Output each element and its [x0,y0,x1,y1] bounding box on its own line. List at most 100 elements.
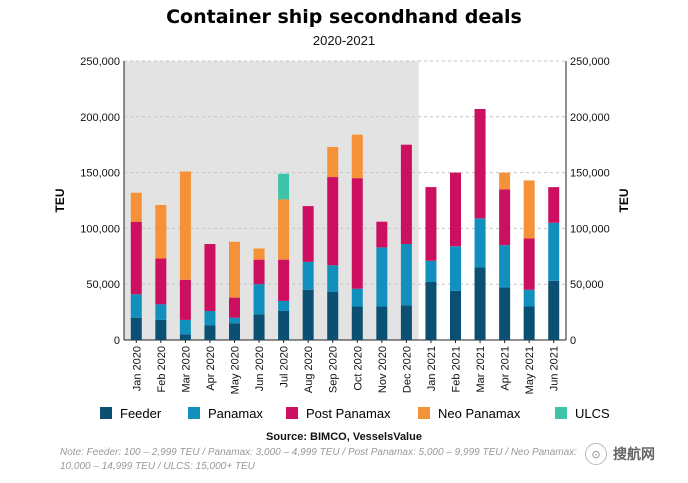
bar-segment-feeder [400,305,412,340]
y-tick-label-right: 0 [570,335,576,347]
bar-segment-feeder [450,290,461,340]
x-tick-label: Nov 2020 [377,346,389,393]
y-tick-label-left: 200,000 [80,112,120,124]
bar-segment-post-panamax [548,187,560,223]
legend-label: Feeder [120,405,162,421]
x-tick-label: Apr 2021 [500,346,512,391]
x-tick-label: Aug 2020 [303,346,315,393]
legend-label: Post Panamax [306,405,391,421]
bar-segment-neo-panamax [351,134,363,179]
bar-segment-panamax [155,304,167,320]
shaded-period [124,61,419,340]
bar-segment-panamax [229,317,240,324]
bar-segment-post-panamax [499,189,511,246]
bar-segment-neo-panamax [155,204,167,259]
x-tick-label: Oct 2020 [352,346,364,391]
bar-segment-feeder [499,287,511,340]
footnote-text: Note: Feeder: 100 – 2,999 TEU / Panamax:… [60,447,577,472]
x-tick-label: Jul 2020 [279,346,291,388]
bar-segment-post-panamax [253,259,265,285]
bar-segment-neo-panamax [229,241,240,298]
y-tick-label-right: 200,000 [570,112,610,124]
y-tick-label-right: 100,000 [570,223,610,235]
bar-segment-feeder [425,281,437,340]
x-tick-label: Jun 2020 [254,346,266,391]
x-tick-label: Jan 2021 [426,346,438,391]
y-tick-label-right: 150,000 [570,168,610,180]
legend-label: Neo Panamax [438,405,521,421]
watermark-text: 搜航网 [613,446,655,462]
bar-segment-post-panamax [130,221,142,295]
bar-segment-feeder [179,334,191,340]
y-tick-label-left: 50,000 [86,279,120,291]
legend-label: Panamax [208,405,263,421]
bar-segment-post-panamax [278,259,290,301]
bar-segment-feeder [474,267,486,340]
y-axis-title-left: TEU [53,189,67,213]
bar-segment-feeder [376,306,388,340]
bar-segment-post-panamax [523,238,535,290]
x-tick-label: Feb 2020 [156,346,168,392]
bar-segment-ulcs [278,173,290,200]
x-tick-label: Mar 2020 [180,346,192,392]
chart-legend: Feeder Panamax Post Panamax Neo Panamax ULCS [100,403,610,423]
bar-segment-feeder [130,317,142,340]
x-tick-label: Feb 2021 [451,346,463,392]
y-tick-label-left: 0 [114,335,120,347]
bar-segment-neo-panamax [253,248,265,260]
legend-item-ulcs: ULCS [555,403,610,423]
bar-segment-feeder [523,306,535,340]
bar-segment-feeder [351,306,363,340]
bar-segment-feeder [327,292,339,340]
legend-item-feeder: Feeder [100,403,161,423]
bar-segment-post-panamax [302,206,314,262]
bar-segment-panamax [179,319,191,335]
y-tick-label-left: 150,000 [80,168,120,180]
legend-item-post-panamax: Post Panamax [286,403,391,423]
bar-segment-panamax [400,244,412,306]
bar-segment-post-panamax [155,258,167,305]
chart-title: Container ship secondhand deals [166,6,522,28]
x-tick-label: Apr 2020 [205,346,217,391]
legend-swatch [418,407,430,419]
legend-item-neo-panamax: Neo Panamax [418,403,520,423]
bar-segment-feeder [229,323,240,340]
bar-segment-post-panamax [327,177,339,266]
legend-item-panamax: Panamax [188,403,263,423]
x-tick-label: Dec 2020 [401,346,413,393]
bar-segment-post-panamax [351,178,363,289]
bar-segment-neo-panamax [327,146,339,178]
legend-swatch [555,407,567,419]
bar-segment-panamax [204,310,216,326]
bar-segment-panamax [474,218,486,268]
bar-segment-panamax [130,294,142,318]
bar-segment-feeder [155,319,167,340]
y-tick-label-left: 250,000 [80,56,120,68]
bar-segment-panamax [278,300,290,311]
bar-segment-panamax [523,289,535,307]
bar-segment-post-panamax [229,297,240,318]
bar-segment-panamax [450,246,461,291]
bar-segment-post-panamax [425,187,437,261]
x-tick-label: Jan 2020 [131,346,143,391]
source-text: Source: BIMCO, VesselsValue [266,431,422,443]
bar-segment-post-panamax [204,244,216,311]
legend-swatch [100,407,112,419]
y-tick-label-right: 250,000 [570,56,610,68]
x-tick-label: May 2020 [230,346,242,394]
x-tick-label: May 2021 [524,346,536,394]
bar-segment-neo-panamax [523,180,535,239]
bar-segment-panamax [327,265,339,293]
watermark: ⊙ 搜航网 [585,442,685,466]
bar-segment-panamax [548,222,560,281]
bar-segment-post-panamax [450,172,461,247]
x-tick-label: Jun 2021 [549,346,561,391]
bar-segment-neo-panamax [179,171,191,280]
bar-segment-panamax [425,260,437,282]
y-axis-title-right: TEU [617,189,631,213]
legend-swatch [286,407,298,419]
bar-segment-feeder [548,280,560,340]
bar-segment-post-panamax [179,279,191,320]
watermark-logo-icon: ⊙ [585,443,607,465]
